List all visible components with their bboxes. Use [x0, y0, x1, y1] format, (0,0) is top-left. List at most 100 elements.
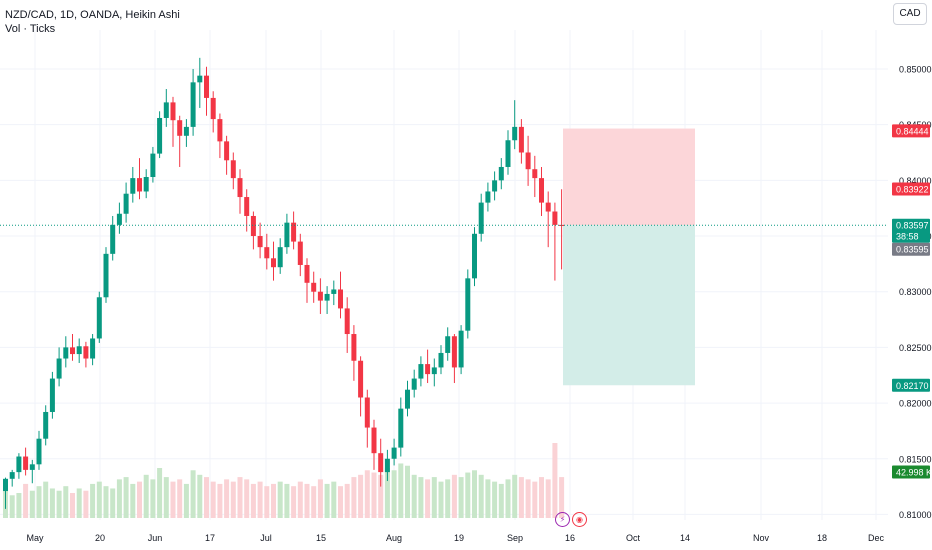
candle-body[interactable]: [411, 378, 417, 390]
candle-body[interactable]: [29, 464, 35, 470]
currency-button[interactable]: CAD: [893, 3, 927, 25]
candle-body[interactable]: [492, 180, 498, 192]
candle-body[interactable]: [197, 75, 203, 83]
lightning-icon[interactable]: ⚡: [555, 512, 570, 527]
candle-body[interactable]: [518, 126, 524, 153]
candle-body[interactable]: [512, 126, 518, 141]
volume-bar: [230, 481, 236, 518]
candle-body[interactable]: [304, 264, 310, 283]
candle-body[interactable]: [130, 178, 136, 194]
broadcast-icon[interactable]: ◉: [572, 512, 587, 527]
candle-body[interactable]: [398, 408, 404, 448]
candle-body[interactable]: [351, 334, 357, 361]
candle-body[interactable]: [257, 236, 263, 248]
candle-body[interactable]: [291, 222, 297, 242]
candle-body[interactable]: [317, 291, 323, 301]
candle-body[interactable]: [70, 347, 75, 355]
candle-body[interactable]: [9, 472, 15, 479]
candle-body[interactable]: [378, 453, 384, 473]
candle-body[interactable]: [150, 153, 156, 177]
candle-body[interactable]: [478, 202, 484, 234]
candle-body[interactable]: [364, 397, 370, 428]
candle-body[interactable]: [498, 166, 504, 181]
candle-body[interactable]: [123, 193, 129, 214]
candle-body[interactable]: [170, 102, 176, 121]
candle-body[interactable]: [297, 241, 303, 265]
candle-body[interactable]: [63, 347, 69, 359]
candle-body[interactable]: [183, 126, 189, 136]
candle-body[interactable]: [277, 247, 283, 268]
volume-bar: [257, 481, 263, 518]
candle-body[interactable]: [358, 360, 364, 398]
candle-body[interactable]: [545, 202, 551, 212]
candle-body[interactable]: [230, 160, 236, 179]
volume-bar: [472, 470, 477, 518]
candle-body[interactable]: [431, 367, 437, 375]
candle-body[interactable]: [425, 364, 431, 375]
candle-body[interactable]: [210, 97, 216, 120]
candle-body[interactable]: [244, 197, 250, 216]
candle-body[interactable]: [539, 178, 544, 203]
volume-bar: [378, 474, 384, 518]
candle-body[interactable]: [90, 338, 96, 359]
stop-loss-zone[interactable]: [563, 128, 695, 226]
candle-body[interactable]: [250, 215, 256, 237]
candle-body[interactable]: [137, 178, 142, 192]
candle-body[interactable]: [344, 308, 350, 335]
candle-body[interactable]: [157, 117, 163, 154]
candle-body[interactable]: [224, 141, 230, 161]
take-profit-zone[interactable]: [563, 225, 695, 386]
candle-body[interactable]: [418, 364, 424, 379]
candle-body[interactable]: [237, 178, 243, 198]
candle-body[interactable]: [204, 75, 209, 98]
candle-body[interactable]: [284, 222, 290, 248]
candle-body[interactable]: [83, 346, 89, 359]
candle-body[interactable]: [311, 282, 317, 292]
candle-body[interactable]: [532, 169, 538, 179]
candle-body[interactable]: [338, 289, 343, 309]
candle-body[interactable]: [525, 152, 531, 170]
candle-body[interactable]: [43, 411, 49, 439]
candle-body[interactable]: [472, 233, 477, 279]
candle-body[interactable]: [451, 336, 457, 368]
candle-body[interactable]: [438, 352, 444, 368]
candle-body[interactable]: [458, 330, 464, 368]
candle-body[interactable]: [271, 258, 276, 268]
candle-body[interactable]: [505, 140, 511, 167]
volume-bars: [3, 443, 565, 518]
candle-body[interactable]: [3, 478, 8, 492]
candle-body[interactable]: [23, 456, 29, 470]
candle-body[interactable]: [384, 458, 390, 473]
candle-body[interactable]: [36, 438, 42, 465]
candle-body[interactable]: [116, 213, 122, 225]
candle-body[interactable]: [485, 191, 491, 203]
x-tick-label: 15: [316, 533, 326, 543]
candle-body[interactable]: [405, 389, 410, 409]
candle-body[interactable]: [163, 102, 169, 118]
candle-body[interactable]: [465, 278, 471, 331]
candle-body[interactable]: [103, 253, 109, 298]
volume-bar: [458, 477, 464, 518]
candle-body[interactable]: [331, 289, 337, 294]
candle-body[interactable]: [391, 447, 397, 459]
candle-body[interactable]: [76, 346, 82, 355]
x-tick-label: Jun: [148, 533, 163, 543]
candle-body[interactable]: [177, 120, 183, 136]
candle-body[interactable]: [16, 456, 22, 473]
candle-body[interactable]: [217, 119, 223, 142]
volume-bar: [56, 490, 62, 518]
candle-body[interactable]: [49, 378, 55, 412]
candle-body[interactable]: [552, 211, 558, 225]
volume-bar: [110, 488, 116, 518]
candle-body[interactable]: [56, 358, 62, 379]
candle-body[interactable]: [324, 293, 330, 301]
candle-body[interactable]: [143, 177, 149, 192]
candle-body[interactable]: [371, 427, 377, 454]
candle-body[interactable]: [96, 297, 102, 339]
candle-body[interactable]: [190, 82, 196, 127]
candle-body[interactable]: [264, 247, 270, 259]
candle-body[interactable]: [445, 336, 451, 353]
candle-body[interactable]: [110, 224, 116, 254]
y-tick-label: 0.81000: [899, 510, 932, 520]
